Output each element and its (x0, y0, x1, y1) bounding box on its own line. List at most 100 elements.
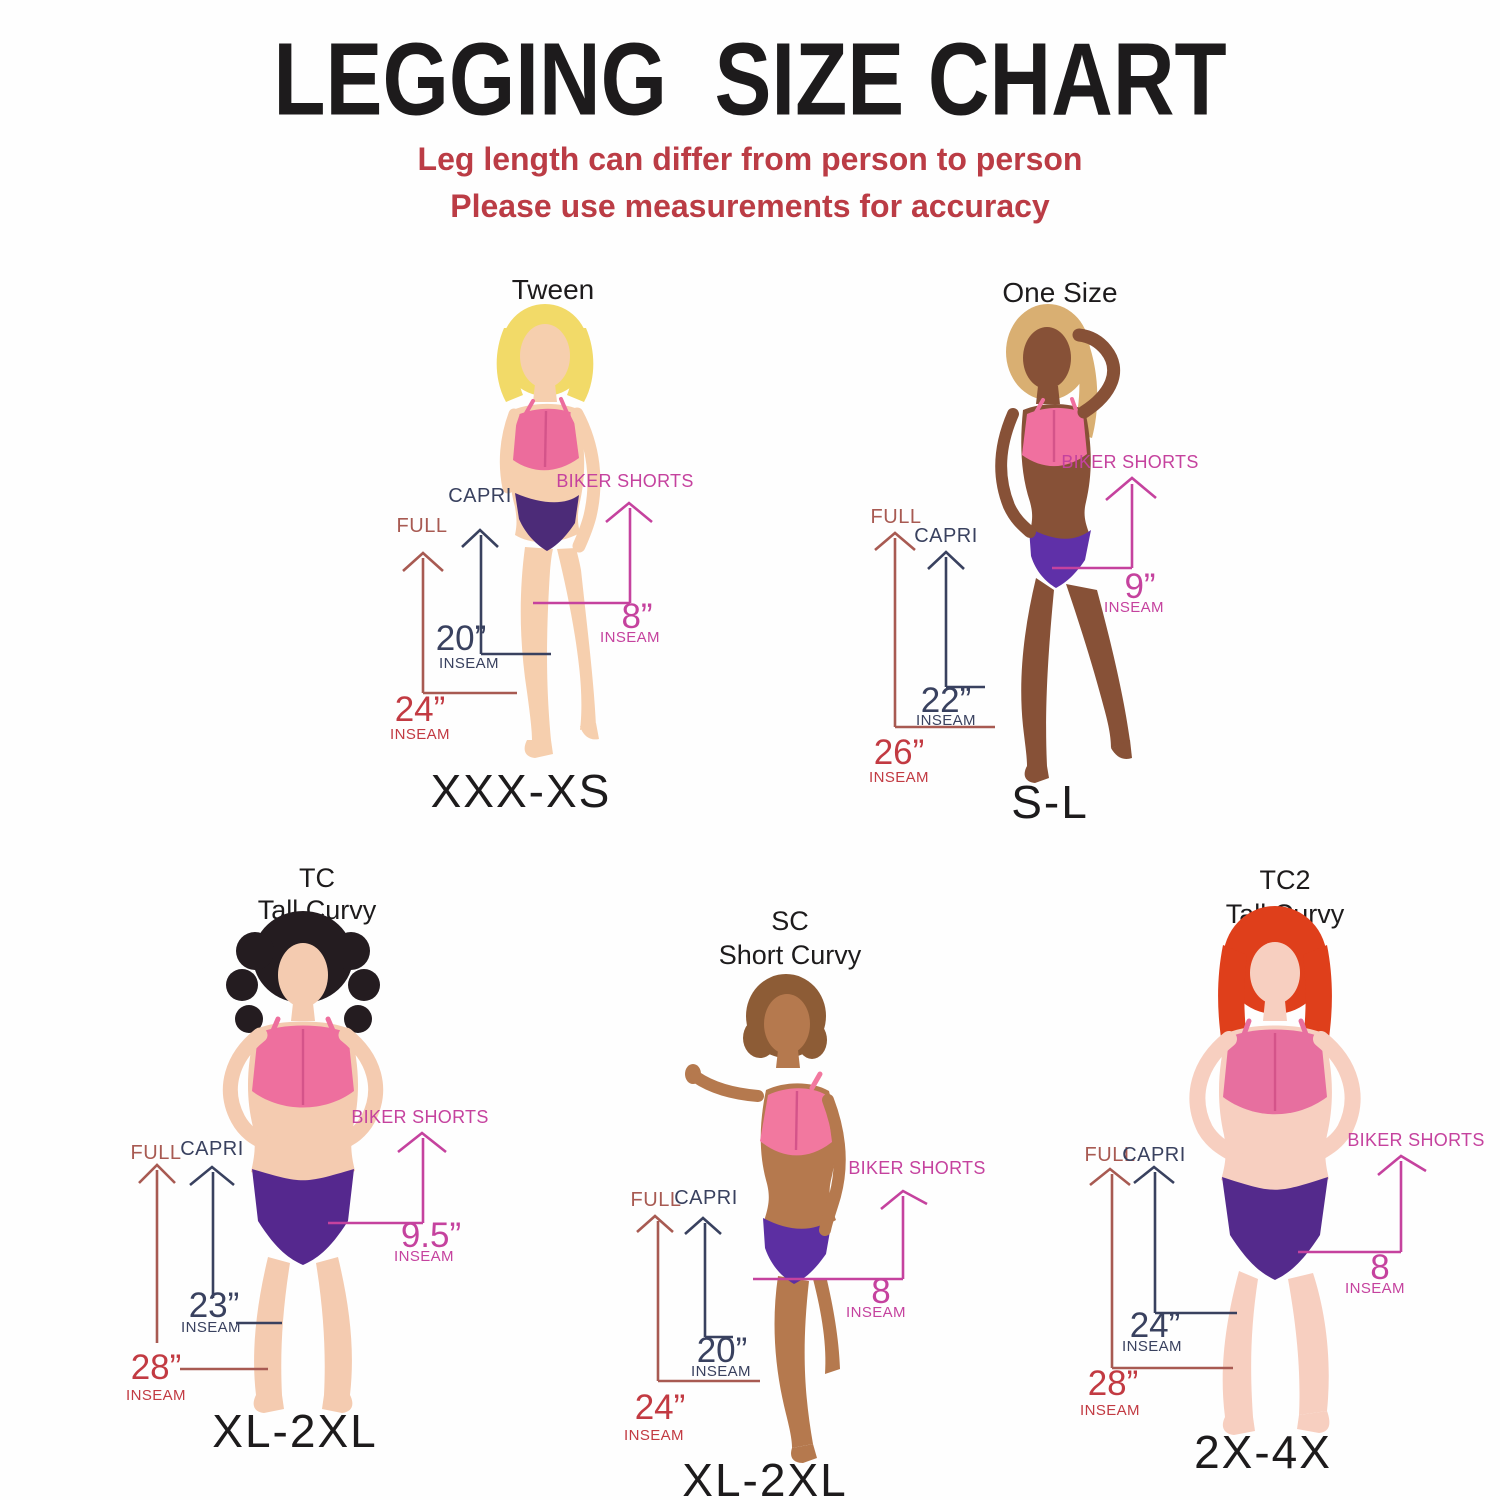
full-inseam-word: INSEAM (126, 1387, 186, 1404)
biker-arrow (1377, 1154, 1427, 1177)
biker-inseam-value: 8 (1370, 1248, 1389, 1287)
capri-inseam-value: 22” (921, 681, 972, 720)
size-range-label: S-L (1011, 776, 1089, 828)
left-leg-shape (254, 1257, 290, 1395)
neck-shape (776, 1050, 800, 1068)
figure-type-sublabel: Short Curvy (719, 940, 862, 970)
bikini-top-straps (523, 397, 569, 417)
back-foot-shape (580, 723, 599, 740)
full-arrow (636, 1214, 674, 1233)
capri-inseam-word: INSEAM (181, 1319, 241, 1336)
capri-arrow (1133, 1165, 1175, 1185)
biker-inseam-value: 8 (871, 1272, 890, 1311)
size-range-label: XXX-XS (431, 765, 612, 817)
head-shape (1023, 327, 1071, 389)
figure-illustration-sc (685, 974, 846, 1463)
left-foot-shape (1222, 1417, 1255, 1435)
biker-shorts-label: BIKER SHORTS (556, 471, 693, 491)
capri-inseam-word: INSEAM (691, 1363, 751, 1380)
biker-inseam-word: INSEAM (1104, 599, 1164, 616)
bikini-bottom (763, 1218, 832, 1284)
full-label: FULL (131, 1142, 182, 1164)
capri-label: CAPRI (180, 1138, 244, 1160)
figure-type-label: TC2 (1259, 865, 1310, 895)
full-arrow (138, 1163, 176, 1184)
figure-illustration-tc (222, 911, 384, 1413)
back-leg-shape (813, 1279, 840, 1374)
biker-inseam-value: 8” (621, 597, 652, 636)
page-title: LEGGING SIZE CHART (273, 21, 1227, 137)
biker-inseam-word: INSEAM (600, 629, 660, 646)
biker-inseam-word: INSEAM (846, 1304, 906, 1321)
full-inseam-value: 28” (131, 1348, 182, 1387)
subtitle-line-1: Leg length can differ from person to per… (417, 141, 1083, 177)
figure-illustration-tc2 (1189, 906, 1361, 1435)
full-arrow (1089, 1167, 1131, 1187)
arms (499, 407, 601, 553)
capri-annotation: CAPRI 20” INSEAM (436, 485, 551, 672)
biker-inseam-word: INSEAM (394, 1248, 454, 1265)
left-foot-shape (1024, 766, 1049, 783)
bikini-top-straps (269, 1016, 337, 1036)
biker-shorts-annotation: BIKER SHORTS 8 INSEAM (753, 1158, 985, 1321)
head-shape (1250, 942, 1300, 1004)
biker-arrow (880, 1189, 928, 1211)
capri-label: CAPRI (674, 1187, 738, 1209)
size-range-label: XL-2XL (682, 1454, 847, 1500)
capri-inseam-word: INSEAM (1122, 1338, 1182, 1355)
biker-shorts-annotation: BIKER SHORTS 8 INSEAM (1298, 1130, 1484, 1297)
figure-panel-sc: SC Short Curvy (590, 900, 990, 1500)
biker-inseam-word: INSEAM (1345, 1280, 1405, 1297)
right-leg-shape (316, 1257, 352, 1395)
biker-inseam-value: 9” (1124, 567, 1155, 606)
biker-shorts-annotation: BIKER SHORTS 8” INSEAM (533, 471, 693, 646)
figure-illustration-tween (496, 304, 601, 758)
full-arrow (874, 531, 916, 551)
biker-inseam-value: 9.5” (401, 1216, 461, 1255)
biker-shorts-annotation: BIKER SHORTS 9” INSEAM (1052, 452, 1198, 616)
figure-panel-tc2: TC2 Tall Curvy (1060, 855, 1500, 1500)
capri-inseam-value: 20” (697, 1331, 748, 1370)
neck-shape (533, 384, 557, 402)
right-foot-shape (1111, 740, 1132, 759)
full-arrow (402, 551, 444, 572)
capri-annotation: CAPRI 22” INSEAM (914, 525, 985, 729)
full-inseam-value: 28” (1088, 1364, 1139, 1403)
subtitle-line-2: Please use measurements for accuracy (450, 188, 1050, 225)
full-label: FULL (1085, 1144, 1136, 1166)
subtitle: Leg length can differ from person to per… (0, 136, 1500, 231)
size-range-label: 2X-4X (1194, 1426, 1332, 1478)
bikini-top-seam (794, 1090, 799, 1151)
neck-shape (1036, 386, 1060, 404)
capri-label: CAPRI (914, 525, 978, 547)
capri-annotation: CAPRI 20” INSEAM (674, 1187, 751, 1380)
biker-shorts-annotation: BIKER SHORTS 9.5” INSEAM (328, 1107, 488, 1265)
full-inseam-value: 26” (874, 733, 925, 772)
bikini-bottom (1029, 528, 1091, 588)
bikini-bottom (515, 493, 579, 551)
left-leg-shape (1222, 1271, 1258, 1417)
full-annotation: FULL 28” INSEAM (126, 1142, 268, 1404)
full-annotation: FULL 24” INSEAM (624, 1189, 760, 1444)
full-label: FULL (397, 515, 448, 537)
capri-inseam-value: 23” (189, 1286, 240, 1325)
biker-arrow (397, 1131, 447, 1154)
neck-shape (291, 1003, 315, 1021)
biker-shorts-label: BIKER SHORTS (1347, 1130, 1484, 1150)
right-foot-shape (1297, 1411, 1330, 1433)
left-foot-shape (253, 1395, 284, 1413)
full-label: FULL (631, 1189, 682, 1211)
capri-annotation: CAPRI 23” INSEAM (180, 1138, 282, 1336)
back-leg-shape (557, 548, 596, 730)
head-shape (520, 324, 570, 388)
biker-arrow (605, 501, 653, 524)
arms (995, 328, 1121, 538)
arms (1189, 1031, 1361, 1163)
full-inseam-word: INSEAM (1080, 1402, 1140, 1419)
bikini-top-straps (1240, 1018, 1310, 1040)
biker-shorts-label: BIKER SHORTS (848, 1158, 985, 1178)
size-range-label: XL-2XL (212, 1405, 377, 1457)
capri-arrow (927, 550, 965, 570)
bikini-top-straps (809, 1071, 823, 1091)
